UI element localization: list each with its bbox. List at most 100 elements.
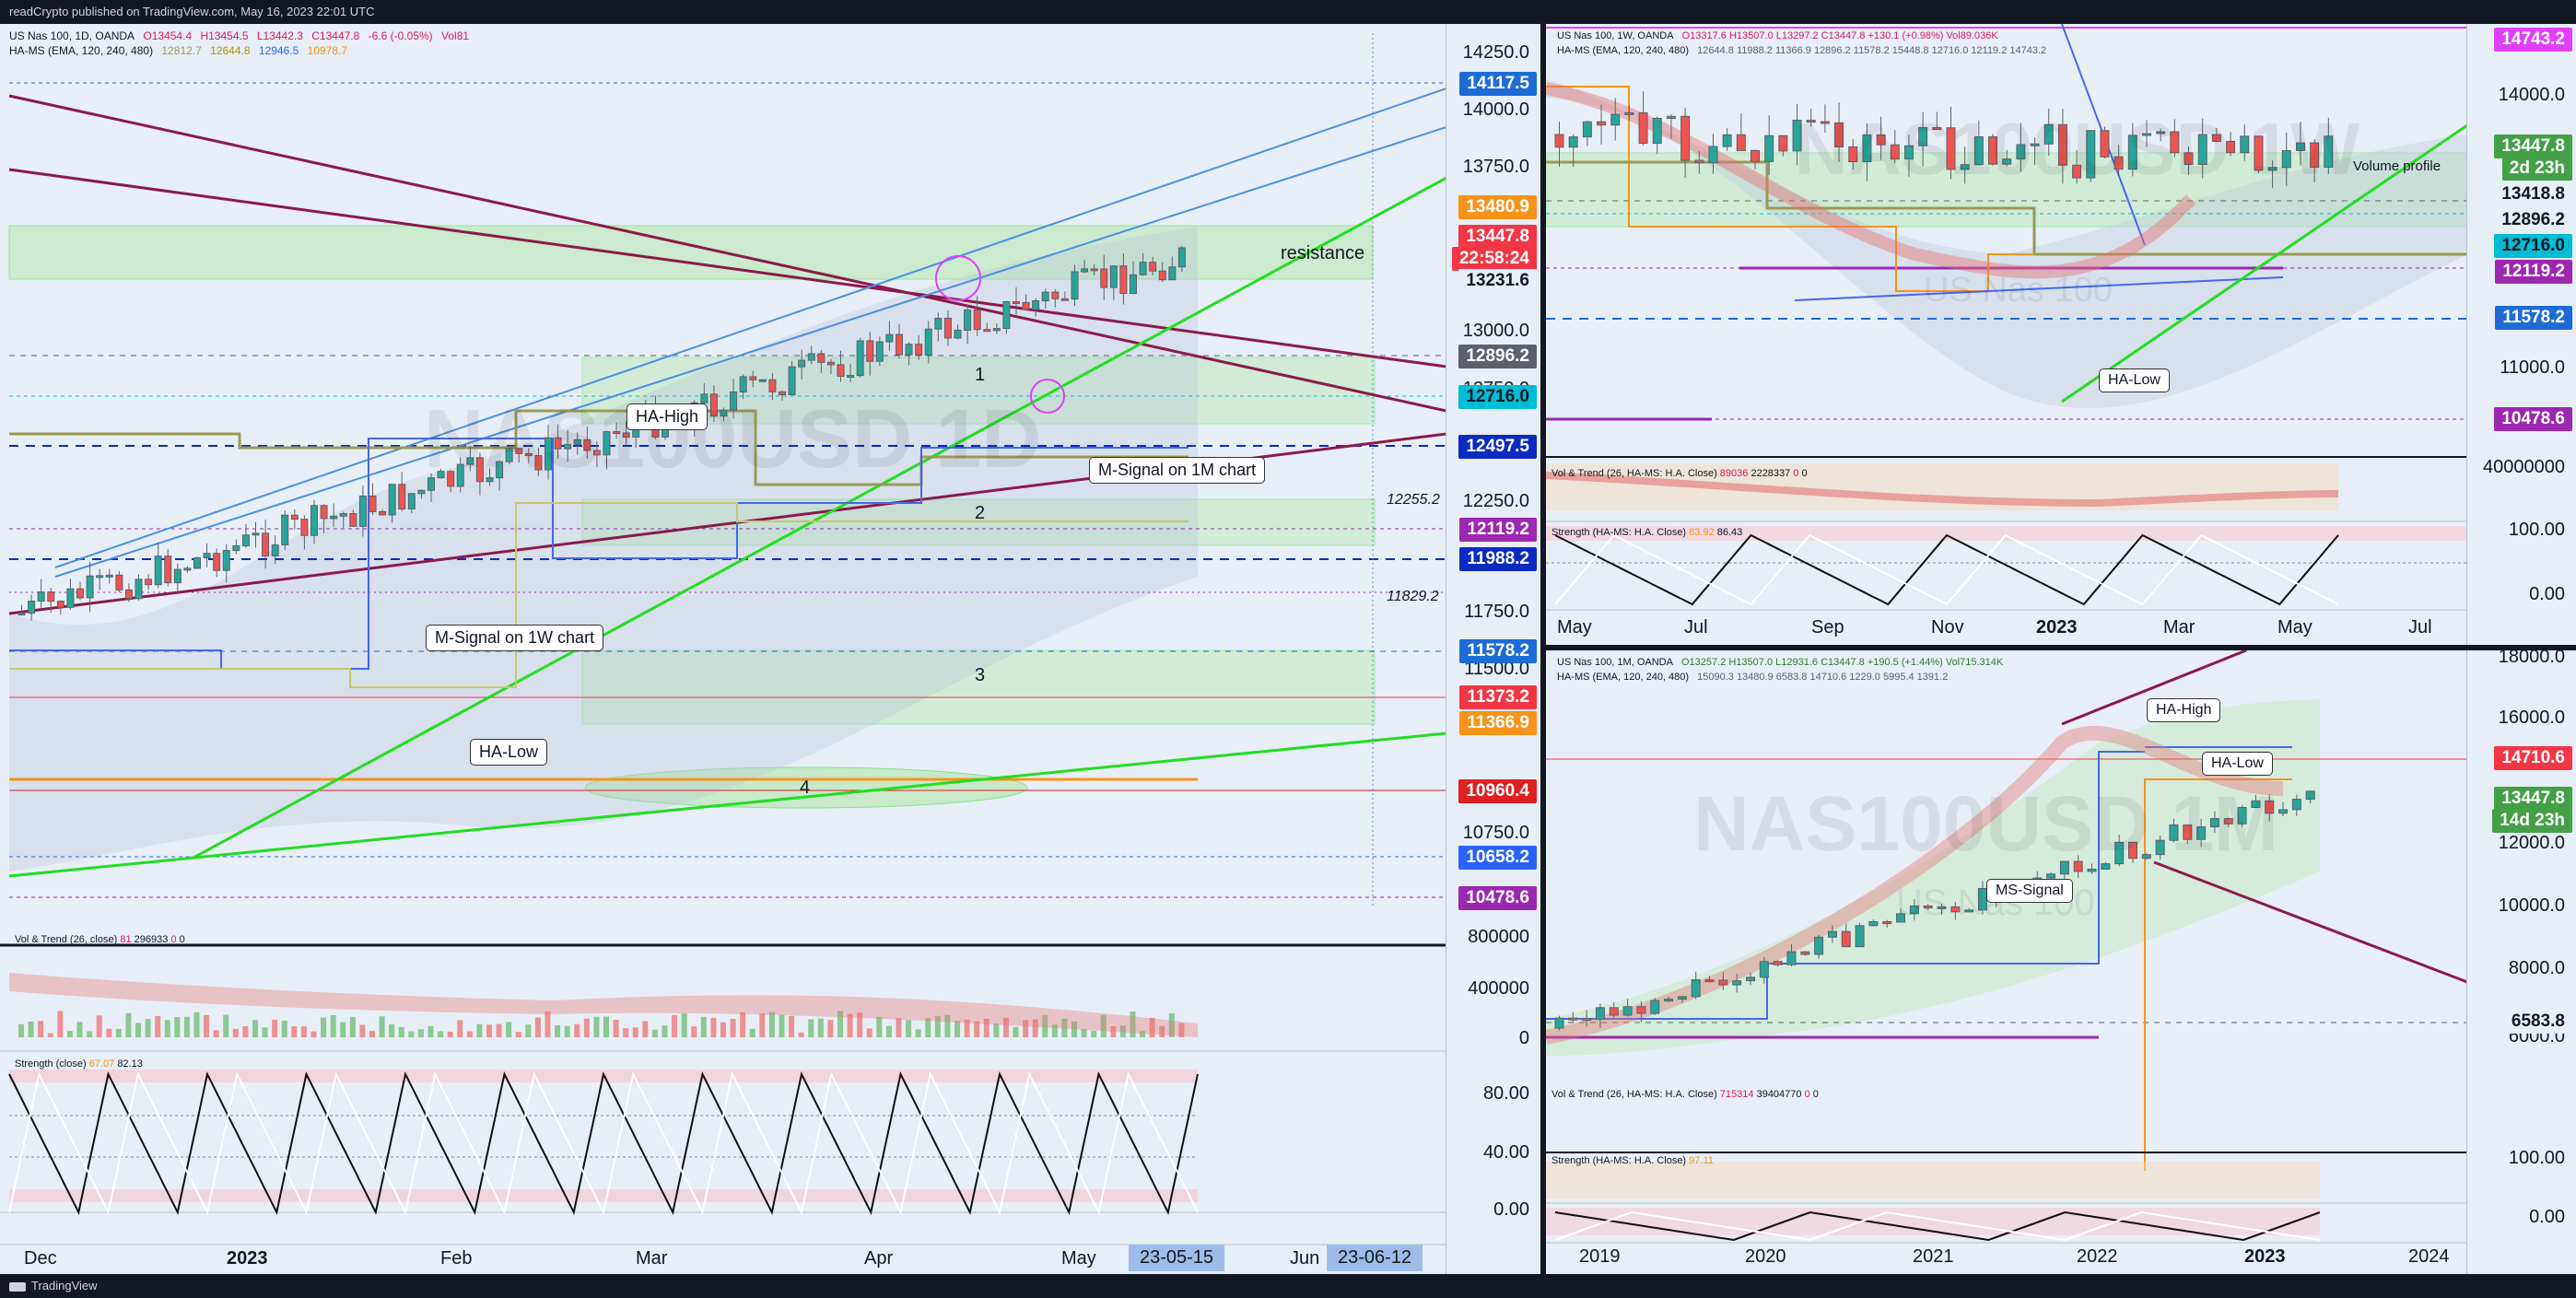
candle: [310, 505, 318, 536]
candle: [1882, 921, 1892, 925]
str-tick: 80.00: [1482, 1083, 1529, 1104]
candle: [1862, 134, 1872, 163]
candle: [281, 514, 289, 545]
volume-bar: [310, 1031, 317, 1037]
candle: [2251, 800, 2261, 809]
candle: [2100, 130, 2110, 158]
chart-1m-panel[interactable]: US Nas 100, 1M, OANDA O13257.2 H13507.0 …: [1546, 650, 2576, 1274]
price-tick: 14250.0: [1462, 42, 1529, 63]
candle: [534, 455, 543, 471]
panel-divider-vertical[interactable]: [1540, 24, 1546, 1274]
candle: [145, 579, 153, 586]
volume-bar: [632, 1027, 638, 1037]
date-label: 2023: [2036, 617, 2078, 637]
chart-1w-canvas[interactable]: [1546, 24, 2467, 645]
volume-bar: [876, 1016, 883, 1037]
candle: [1876, 134, 1886, 146]
candle: [700, 393, 708, 403]
candle: [875, 341, 884, 362]
strength-header-1m: Strength (HA-MS: H.A. Close) 97.11: [1551, 1155, 1714, 1166]
candle: [1582, 1017, 1592, 1021]
ohlc-change: -6.6 (-0.05%): [368, 29, 433, 42]
candle: [954, 329, 962, 339]
price-axis-1m[interactable]: 18000.0 16000.0 12000.0 10000.0 8000.0 6…: [2466, 650, 2576, 1274]
chart-1w-panel[interactable]: US Nas 100, 1W, OANDA O13317.6 H13507.0 …: [1546, 24, 2576, 645]
price-tick: 18000.0: [2498, 650, 2565, 667]
date-axis-1d[interactable]: Dec 2023 Feb Mar Apr May Jun 23-05-15 23…: [0, 1245, 1446, 1274]
candle: [496, 461, 504, 479]
panel-divider-horizontal[interactable]: [1546, 645, 2576, 650]
candle: [2113, 156, 2124, 170]
candle: [1130, 274, 1137, 295]
publisher-text: readCrypto published on TradingView.com,…: [9, 5, 375, 18]
hams-v2: 12644.8: [210, 44, 251, 57]
chart-1d-canvas[interactable]: [0, 24, 1446, 1274]
candle: [1119, 265, 1128, 295]
candle: [2072, 164, 2082, 179]
price-axis-1d[interactable]: 14250.0 14000.0 13750.0 13000.0 12750.0 …: [1446, 24, 1540, 1274]
date-label: Nov: [1931, 617, 1964, 637]
candle: [2223, 818, 2233, 824]
candle: [1677, 996, 1687, 1000]
date-axis-1w[interactable]: May Jul Sep Nov 2023 Mar May Jul: [1546, 614, 2467, 645]
candle: [427, 477, 435, 491]
candle: [1736, 134, 1746, 151]
volume-bar: [115, 1028, 122, 1037]
candle: [1946, 127, 1956, 170]
candle: [1666, 115, 1676, 119]
candle: [300, 519, 309, 536]
chart-1d-header: US Nas 100, 1D, OANDA O13454.4 H13454.5 …: [9, 29, 474, 43]
price-tag-12119-1w: 12119.2: [2495, 260, 2572, 284]
candle: [817, 353, 825, 363]
date-label: 2021: [1913, 1246, 1954, 1267]
candle: [2237, 807, 2247, 824]
volume-bar: [1023, 1020, 1029, 1037]
volume-bar: [1091, 1031, 1097, 1037]
candle: [1903, 145, 1914, 160]
price-axis-1w[interactable]: 14000.0 11000.0 40000000 100.00 0.00 147…: [2466, 24, 2576, 645]
volume-bar: [827, 1020, 834, 1037]
volume-bar: [983, 1018, 989, 1037]
strength-line-white: [8, 1070, 1199, 1215]
vol-header-1m: Vol & Trend (26, HA-MS: H.A. Close) 7153…: [1551, 1089, 1819, 1100]
volume-bar: [106, 1028, 112, 1037]
date-label: Apr: [864, 1248, 894, 1269]
date-label: Jun: [1290, 1248, 1320, 1269]
volume-bar: [213, 1030, 219, 1037]
candle: [475, 457, 484, 483]
price-tag-12716-1w: 12716.0: [2494, 234, 2572, 258]
volume-bar: [1130, 1011, 1136, 1037]
callout-ha-low-1w: HA-Low: [2099, 368, 2170, 392]
volume-bar: [447, 1031, 453, 1037]
candle: [2156, 131, 2166, 134]
candle: [730, 391, 738, 411]
volume-bar: [476, 1023, 483, 1037]
candle: [252, 532, 260, 536]
candle: [1622, 1006, 1633, 1016]
volume-bar: [223, 1014, 229, 1037]
volume-bar: [759, 1013, 766, 1037]
volume-bar: [369, 1031, 375, 1037]
candle: [2114, 841, 2125, 865]
candle: [1650, 1000, 1660, 1014]
zone-label-1: 1: [975, 365, 986, 385]
candle: [2155, 839, 2165, 856]
strength-header: Strength (close) 67.07 82.13: [15, 1058, 143, 1070]
volume-bar: [379, 1016, 385, 1037]
candle: [241, 534, 250, 547]
volume-bar: [603, 1016, 609, 1037]
volume-bar: [408, 1031, 415, 1037]
volume-bar: [700, 1016, 707, 1037]
candle: [758, 379, 767, 382]
level-11829: 11829.2: [1387, 589, 1439, 604]
chart-1d-panel[interactable]: US Nas 100, 1D, OANDA O13454.4 H13454.5 …: [0, 24, 1540, 1274]
date-axis-1m[interactable]: 2019 2020 2021 2022 2023 2024: [1546, 1243, 2467, 1274]
candle: [1718, 979, 1728, 986]
candle: [183, 567, 192, 571]
str-tick: 0.00: [1493, 1199, 1529, 1220]
chart-1m-canvas[interactable]: [1546, 650, 2467, 1274]
candle: [76, 588, 84, 599]
volume-bar: [349, 1016, 356, 1037]
price-tag-11373: 11373.2: [1459, 685, 1537, 709]
mark-circle-2: [1030, 379, 1065, 414]
